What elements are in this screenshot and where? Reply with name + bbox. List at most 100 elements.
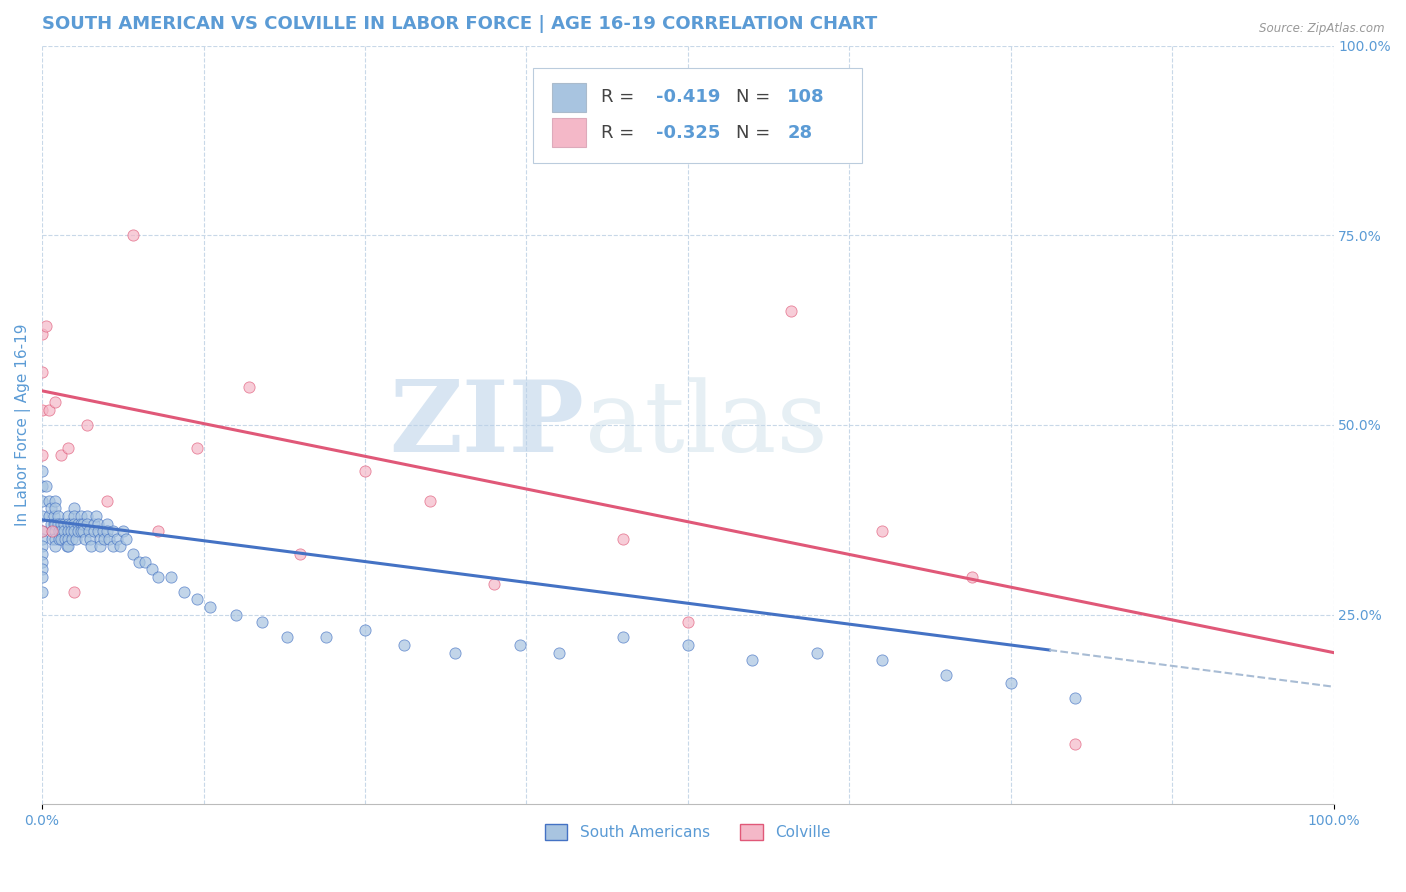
Point [65, 532, 87, 546]
Point [128, 555, 150, 569]
Point [31, 547, 53, 561]
Point [173, 585, 195, 599]
Point [70, 524, 93, 539]
Point [41, 524, 63, 539]
Point [53, 516, 76, 531]
Point [148, 524, 170, 539]
Point [741, 653, 763, 667]
Point [86, 509, 108, 524]
Point [60, 532, 83, 546]
Point [53, 524, 76, 539]
FancyBboxPatch shape [533, 69, 862, 163]
Point [1064, 691, 1087, 706]
Point [1000, 676, 1022, 690]
Point [960, 570, 983, 584]
Point [31, 585, 53, 599]
Text: R =: R = [602, 88, 640, 106]
Point [198, 600, 221, 615]
Point [51, 448, 73, 462]
Point [51, 516, 73, 531]
Point [676, 638, 699, 652]
Point [91, 524, 114, 539]
Point [31, 463, 53, 477]
Text: N =: N = [735, 124, 776, 142]
Point [76, 516, 98, 531]
Point [67, 516, 90, 531]
Point [56, 532, 79, 546]
Point [108, 540, 131, 554]
Point [72, 524, 94, 539]
Point [38, 402, 60, 417]
Point [42, 509, 65, 524]
Point [238, 380, 260, 394]
Point [115, 532, 138, 546]
Point [42, 516, 65, 531]
Point [96, 493, 118, 508]
Point [31, 478, 53, 492]
Point [31, 402, 53, 417]
Point [44, 540, 66, 554]
Point [96, 516, 118, 531]
Point [612, 532, 634, 546]
Point [38, 509, 60, 524]
Point [59, 524, 82, 539]
Point [31, 540, 53, 554]
Point [31, 493, 53, 508]
Point [676, 615, 699, 630]
Point [80, 540, 103, 554]
Point [63, 585, 86, 599]
Text: Source: ZipAtlas.com: Source: ZipAtlas.com [1260, 22, 1385, 36]
Point [31, 326, 53, 341]
Point [141, 562, 163, 576]
Point [612, 631, 634, 645]
Point [105, 532, 128, 546]
Point [31, 365, 53, 379]
Point [31, 562, 53, 576]
Point [112, 524, 135, 539]
Y-axis label: In Labor Force | Age 16-19: In Labor Force | Age 16-19 [15, 324, 31, 526]
Point [89, 532, 111, 546]
Text: N =: N = [735, 88, 776, 106]
Point [31, 570, 53, 584]
Point [96, 524, 118, 539]
Point [31, 524, 53, 539]
Point [46, 516, 69, 531]
Point [41, 524, 63, 539]
Point [89, 540, 111, 554]
Point [72, 516, 94, 531]
Text: -0.419: -0.419 [655, 88, 720, 106]
Point [56, 441, 79, 455]
FancyBboxPatch shape [553, 119, 586, 147]
Point [290, 547, 312, 561]
Point [51, 532, 73, 546]
Point [315, 631, 337, 645]
Point [101, 524, 124, 539]
Point [56, 516, 79, 531]
Point [31, 509, 53, 524]
Point [93, 532, 115, 546]
Point [31, 448, 53, 462]
Point [101, 540, 124, 554]
Point [354, 623, 377, 637]
Point [70, 509, 93, 524]
Point [444, 646, 467, 660]
Point [148, 570, 170, 584]
Text: atlas: atlas [585, 377, 827, 473]
Point [56, 509, 79, 524]
Point [77, 524, 100, 539]
Point [55, 540, 77, 554]
Point [35, 478, 58, 492]
Text: ZIP: ZIP [389, 376, 585, 474]
Point [482, 577, 505, 591]
Point [70, 516, 93, 531]
Point [935, 668, 957, 682]
Point [76, 509, 98, 524]
Point [53, 532, 76, 546]
Point [186, 592, 208, 607]
Point [44, 532, 66, 546]
Point [86, 524, 108, 539]
Point [39, 501, 62, 516]
Point [160, 570, 183, 584]
Text: -0.325: -0.325 [655, 124, 720, 142]
Point [186, 441, 208, 455]
